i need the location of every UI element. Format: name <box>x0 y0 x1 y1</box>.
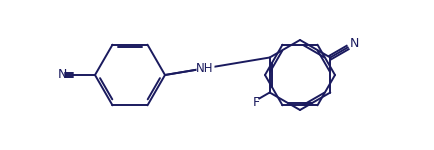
Text: NH: NH <box>196 62 213 75</box>
Text: N: N <box>57 69 66 81</box>
Text: N: N <box>349 37 358 50</box>
Text: F: F <box>253 96 260 109</box>
